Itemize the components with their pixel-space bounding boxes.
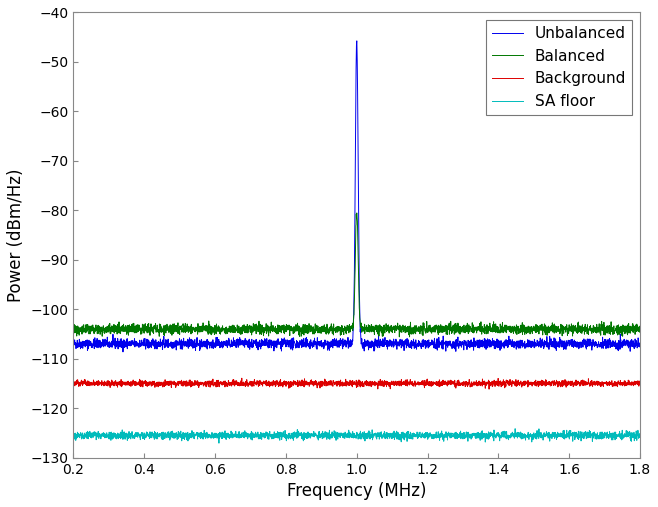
Balanced — [353, 210, 361, 216]
Unbalanced — [287, 346, 295, 352]
Balanced — [287, 326, 295, 332]
Background — [311, 378, 319, 384]
Background — [287, 379, 295, 385]
Balanced — [625, 326, 633, 332]
Unbalanced — [70, 340, 78, 346]
SA floor — [287, 434, 295, 440]
Unbalanced — [353, 38, 361, 44]
Balanced — [134, 329, 142, 335]
Unbalanced — [134, 342, 142, 348]
Line: Balanced: Balanced — [74, 213, 640, 337]
SA floor — [215, 440, 223, 446]
Unbalanced — [636, 341, 644, 347]
Unbalanced — [119, 349, 127, 355]
Balanced — [636, 329, 644, 335]
Unbalanced — [168, 340, 176, 346]
SA floor — [168, 430, 176, 437]
SA floor — [134, 429, 142, 436]
Balanced — [168, 325, 176, 331]
Balanced — [70, 331, 78, 337]
Balanced — [565, 327, 572, 333]
SA floor — [565, 430, 572, 437]
Unbalanced — [625, 339, 633, 345]
Background — [565, 378, 572, 384]
Background — [636, 379, 644, 385]
Unbalanced — [565, 337, 572, 343]
Line: SA floor: SA floor — [74, 429, 640, 443]
Line: Unbalanced: Unbalanced — [74, 41, 640, 352]
SA floor — [636, 434, 644, 440]
Unbalanced — [311, 341, 319, 347]
Background — [625, 381, 633, 387]
SA floor — [511, 426, 519, 432]
Y-axis label: Power (dBm/Hz): Power (dBm/Hz) — [7, 168, 25, 302]
Background — [70, 382, 78, 388]
Line: Background: Background — [74, 378, 640, 389]
Background — [134, 381, 142, 387]
Background — [238, 375, 245, 381]
Background — [485, 386, 493, 392]
Legend: Unbalanced, Balanced, Background, SA floor: Unbalanced, Balanced, Background, SA flo… — [486, 20, 632, 115]
Balanced — [405, 334, 413, 340]
X-axis label: Frequency (MHz): Frequency (MHz) — [287, 482, 426, 500]
SA floor — [625, 431, 633, 437]
Background — [168, 381, 176, 387]
SA floor — [70, 431, 78, 437]
SA floor — [311, 432, 319, 439]
Balanced — [311, 321, 319, 327]
